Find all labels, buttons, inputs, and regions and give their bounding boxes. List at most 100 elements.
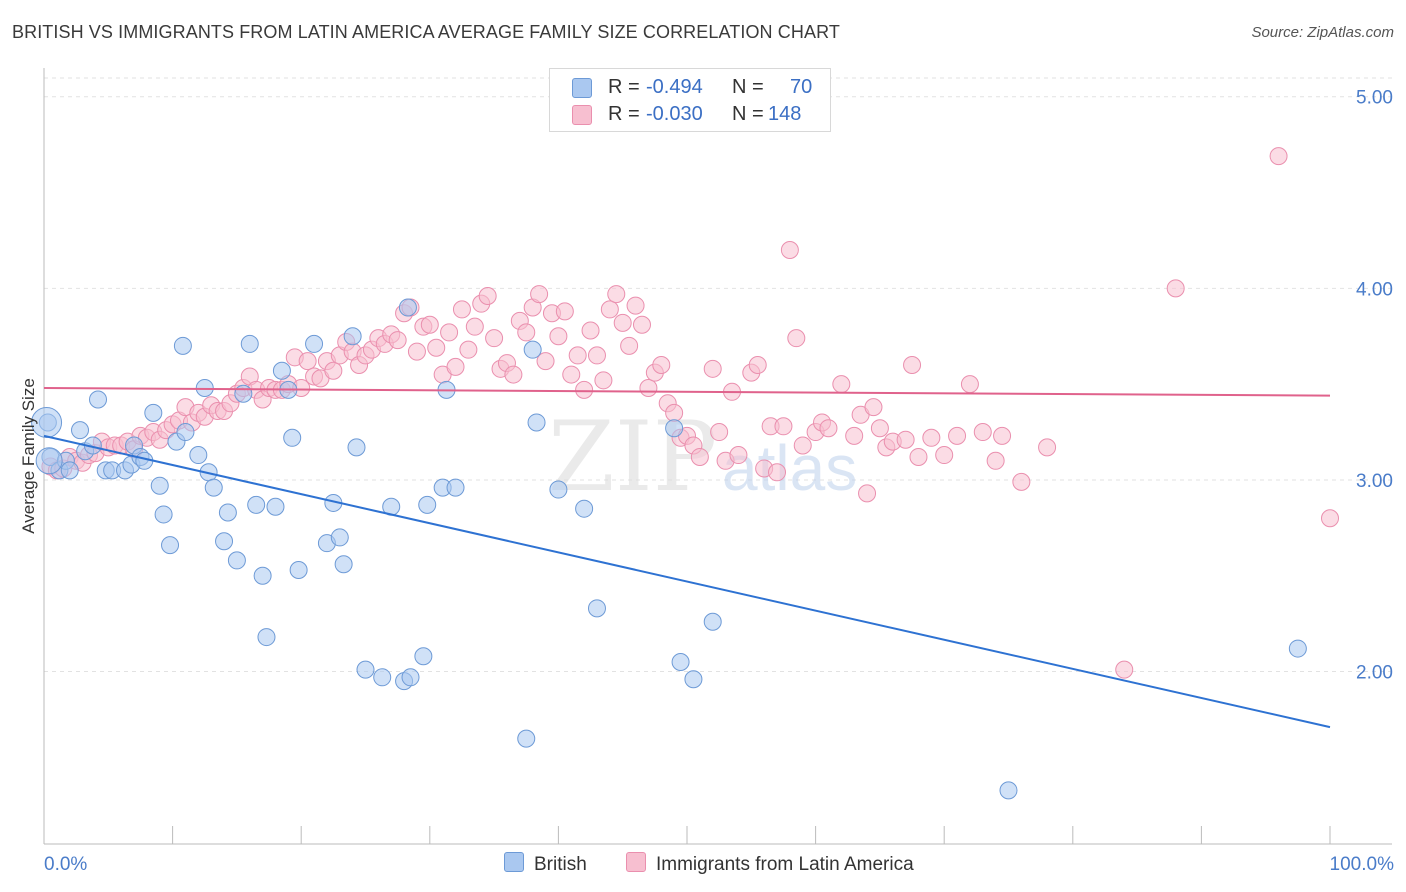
latin-america-point — [575, 380, 594, 399]
latin-america-point — [845, 426, 864, 445]
latin-america-point — [1166, 279, 1185, 298]
british-point — [446, 478, 465, 497]
latin-america-point — [780, 241, 799, 260]
british-point — [587, 599, 606, 618]
british-trend-line — [43, 434, 1331, 729]
latin-america-point — [665, 403, 684, 422]
british-point — [257, 628, 276, 647]
latin-america-point — [632, 315, 651, 334]
latin-america-point — [903, 355, 922, 374]
british-legend-swatch — [504, 852, 524, 872]
british-point-large — [35, 447, 63, 475]
british-swatch — [572, 78, 592, 98]
series-british-points — [31, 298, 1307, 800]
latin-america-point — [446, 357, 465, 376]
latin-america-point — [600, 300, 619, 319]
latin-america-point — [626, 296, 645, 315]
british-point — [247, 495, 266, 514]
latin-america-point — [530, 285, 549, 304]
latin-america-point — [768, 463, 787, 482]
watermark-zip: ZIP — [548, 401, 717, 513]
latin-america-point — [858, 484, 877, 503]
latin-america-point — [986, 451, 1005, 470]
latin-america-point — [452, 300, 471, 319]
latin-legend-label: Immigrants from Latin America — [656, 854, 914, 875]
british-point — [549, 480, 568, 499]
british-point — [671, 652, 690, 671]
british-point — [343, 327, 362, 346]
series-latin-points — [41, 147, 1339, 679]
latin-america-point — [465, 317, 484, 336]
latin-legend-swatch — [626, 852, 646, 872]
british-point — [356, 660, 375, 679]
british-point — [150, 476, 169, 495]
y-tick-label: 2.00 — [1356, 663, 1393, 684]
latin-america-point — [581, 321, 600, 340]
legend-n-value: 148 — [768, 103, 802, 125]
british-point — [71, 421, 90, 440]
british-point — [703, 612, 722, 631]
legend-r-value: -0.494 — [646, 76, 703, 98]
british-point — [523, 340, 542, 359]
latin-america-point — [993, 426, 1012, 445]
british-point — [253, 566, 272, 585]
british-point — [527, 413, 546, 432]
british-point — [218, 503, 237, 522]
british-point — [1288, 639, 1307, 658]
latin-america-point — [960, 375, 979, 394]
latin-america-point — [896, 430, 915, 449]
x-tick-label-max: 100.0% — [1330, 854, 1395, 875]
british-point — [305, 334, 324, 353]
latin-america-point — [793, 436, 812, 455]
british-point — [272, 361, 291, 380]
latin-america-point — [748, 355, 767, 374]
latin-america-point — [536, 352, 555, 371]
latin-america-point — [819, 419, 838, 438]
british-point — [283, 428, 302, 447]
latin-america-point — [948, 426, 967, 445]
latin-america-point — [459, 340, 478, 359]
latin-america-point — [1038, 438, 1057, 457]
x-ticks — [43, 826, 1331, 844]
latin-america-point — [440, 323, 459, 342]
x-tick-label-min: 0.0% — [44, 854, 87, 875]
latin-america-point — [870, 419, 889, 438]
y-tick-labels: 2.00 3.00 4.00 5.00 — [1356, 88, 1393, 684]
legend-n-label: N = — [732, 103, 764, 125]
british-point — [266, 497, 285, 516]
latin-america-point — [478, 287, 497, 306]
legend-n-value: 70 — [790, 76, 813, 98]
latin-america-point — [388, 331, 407, 350]
latin-america-point — [485, 329, 504, 348]
latin-america-point — [324, 361, 343, 380]
latin-swatch — [572, 105, 592, 125]
latin-america-point — [710, 423, 729, 442]
latin-america-point — [594, 371, 613, 390]
latin-america-point — [652, 355, 671, 374]
british-point — [144, 403, 163, 422]
chart-title: BRITISH VS IMMIGRANTS FROM LATIN AMERICA… — [12, 22, 840, 42]
latin-america-point — [787, 329, 806, 348]
latin-america-point — [1115, 660, 1134, 679]
british-point — [240, 334, 259, 353]
latin-america-point — [1012, 472, 1031, 491]
british-point — [414, 647, 433, 666]
british-point — [234, 384, 253, 403]
british-point — [161, 536, 180, 555]
british-point — [334, 555, 353, 574]
british-point — [215, 532, 234, 551]
watermark-atlas: atlas — [722, 432, 857, 504]
british-point — [398, 298, 417, 317]
latin-america-point — [690, 447, 709, 466]
british-point — [575, 499, 594, 518]
latin-america-point — [909, 447, 928, 466]
latin-america-point — [774, 417, 793, 436]
british-point — [176, 423, 195, 442]
latin-america-point — [407, 342, 426, 361]
legend-r-label: R = — [608, 76, 640, 98]
latin-america-point — [607, 285, 626, 304]
latin-america-point — [864, 398, 883, 417]
latin-america-point — [587, 346, 606, 365]
latin-america-trend-line — [43, 386, 1331, 397]
